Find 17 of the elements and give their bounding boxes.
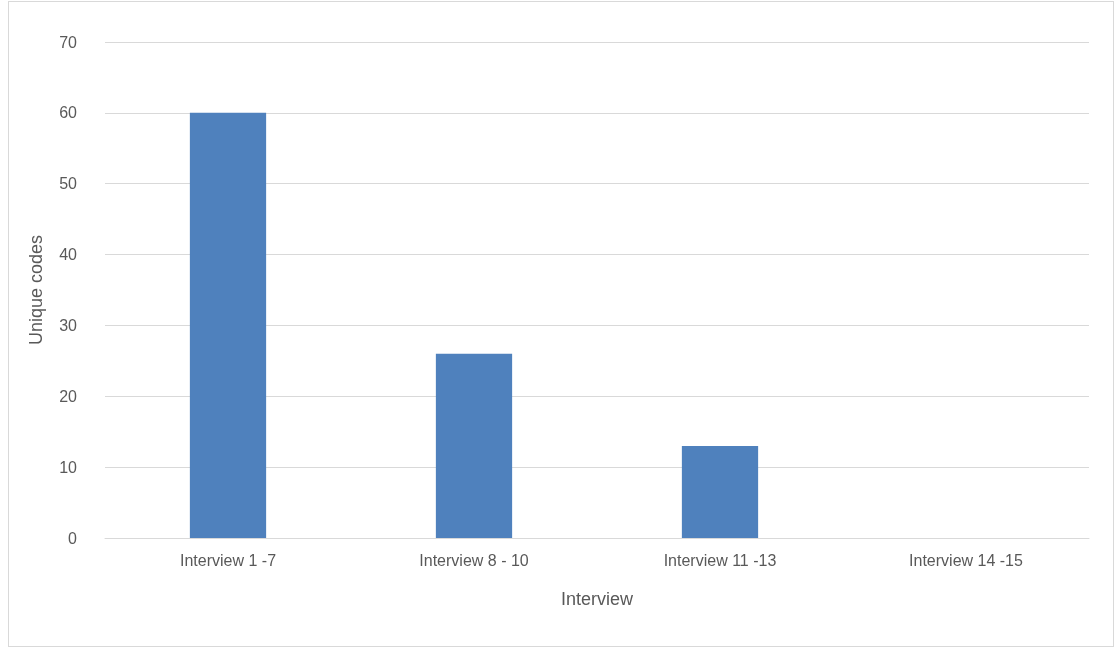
y-tick-label: 10 (59, 458, 78, 476)
x-tick-label: Interview 8 - 10 (419, 551, 529, 569)
x-tick-label: Interview 1 -7 (179, 551, 277, 569)
y-tick-label: 20 (59, 387, 78, 405)
bar (681, 445, 759, 538)
x-axis-title: Interview (560, 589, 635, 609)
x-tick-label: Interview 14 -15 (909, 551, 1024, 569)
y-tick-label: 50 (59, 175, 78, 193)
y-tick-label: 0 (68, 529, 78, 547)
bar (189, 112, 267, 538)
y-tick-label: 60 (59, 104, 78, 122)
y-tick-label: 30 (59, 316, 78, 334)
y-tick-label: 70 (59, 33, 78, 51)
bar (435, 353, 513, 538)
x-tick-label: Interview 11 -13 (663, 551, 777, 569)
y-tick-label: 40 (59, 246, 78, 264)
y-axis-title: Unique codes (26, 234, 46, 346)
